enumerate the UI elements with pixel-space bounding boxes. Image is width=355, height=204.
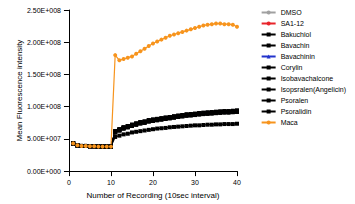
svg-text:DMSO: DMSO bbox=[281, 9, 303, 16]
svg-text:10: 10 bbox=[107, 179, 115, 186]
svg-text:Bakuchiol: Bakuchiol bbox=[281, 31, 312, 38]
svg-text:SA1-12: SA1-12 bbox=[281, 20, 304, 27]
svg-text:Bavachinin: Bavachinin bbox=[281, 53, 315, 60]
svg-text:40: 40 bbox=[233, 179, 241, 186]
svg-text:5.00E+007: 5.00E+007 bbox=[27, 135, 61, 142]
svg-text:1.50E+008: 1.50E+008 bbox=[27, 71, 61, 78]
svg-text:2.00E+008: 2.00E+008 bbox=[27, 39, 61, 46]
svg-text:Psoralen: Psoralen bbox=[281, 97, 309, 104]
svg-text:20: 20 bbox=[149, 179, 157, 186]
svg-text:2.50E+008: 2.50E+008 bbox=[27, 7, 61, 14]
svg-text:Mean Fluorescence intensity: Mean Fluorescence intensity bbox=[15, 40, 24, 142]
svg-text:Isopsralen(Angelicin): Isopsralen(Angelicin) bbox=[281, 86, 346, 94]
svg-text:Number of Recording (10sec int: Number of Recording (10sec interval) bbox=[87, 191, 220, 200]
svg-text:Isobavachalcone: Isobavachalcone bbox=[281, 75, 334, 82]
svg-text:Maca: Maca bbox=[281, 119, 298, 126]
svg-text:0.00E+000: 0.00E+000 bbox=[27, 168, 61, 175]
svg-text:Psoralidin: Psoralidin bbox=[281, 108, 312, 115]
svg-text:0: 0 bbox=[67, 179, 71, 186]
svg-text:1.00E+008: 1.00E+008 bbox=[27, 103, 61, 110]
svg-text:Corylin: Corylin bbox=[281, 64, 303, 72]
svg-text:30: 30 bbox=[191, 179, 199, 186]
svg-text:Bavachin: Bavachin bbox=[281, 42, 310, 49]
